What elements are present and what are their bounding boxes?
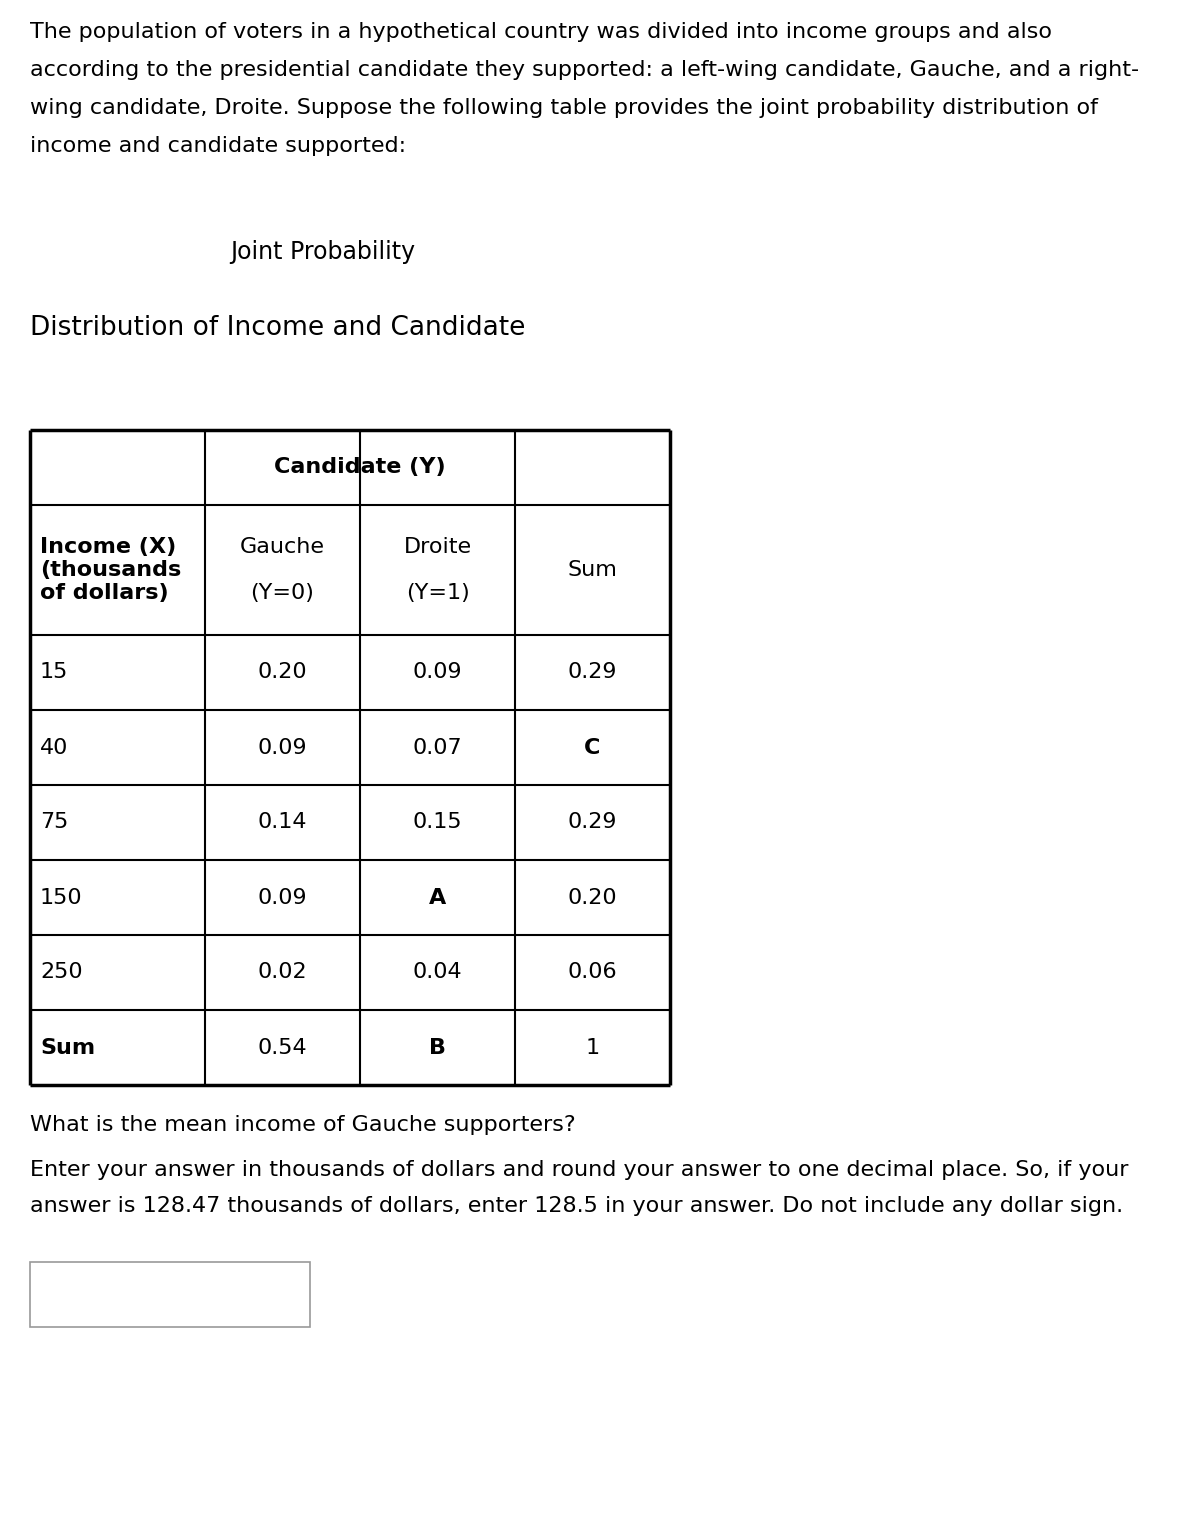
- Text: wing candidate, Droite. Suppose the following table provides the joint probabili: wing candidate, Droite. Suppose the foll…: [30, 98, 1098, 118]
- Text: 0.14: 0.14: [258, 812, 307, 833]
- Text: 150: 150: [40, 888, 83, 908]
- Text: 0.20: 0.20: [258, 662, 307, 682]
- Text: answer is 128.47 thousands of dollars, enter 128.5 in your answer. Do not includ: answer is 128.47 thousands of dollars, e…: [30, 1196, 1123, 1216]
- Text: 250: 250: [40, 963, 83, 983]
- Bar: [30, 1262, 310, 1328]
- Text: Enter your answer in thousands of dollars and round your answer to one decimal p: Enter your answer in thousands of dollar…: [30, 1160, 1128, 1180]
- Text: B: B: [430, 1038, 446, 1058]
- Text: Distribution of Income and Candidate: Distribution of Income and Candidate: [30, 314, 526, 340]
- Text: 0.07: 0.07: [413, 737, 462, 757]
- Text: 0.09: 0.09: [258, 888, 307, 908]
- Text: 0.29: 0.29: [568, 812, 617, 833]
- Text: The population of voters in a hypothetical country was divided into income group: The population of voters in a hypothetic…: [30, 21, 1052, 43]
- Text: 0.54: 0.54: [258, 1038, 307, 1058]
- Text: 40: 40: [40, 737, 68, 757]
- Text: Candidate (Y): Candidate (Y): [274, 458, 446, 478]
- Text: Droite

(Y=1): Droite (Y=1): [403, 537, 472, 603]
- Text: What is the mean income of Gauche supporters?: What is the mean income of Gauche suppor…: [30, 1116, 576, 1135]
- Text: 0.29: 0.29: [568, 662, 617, 682]
- Text: 0.20: 0.20: [568, 888, 617, 908]
- Text: Sum: Sum: [568, 560, 618, 580]
- Text: 0.02: 0.02: [258, 963, 307, 983]
- Text: A: A: [428, 888, 446, 908]
- Text: Joint Probability: Joint Probability: [230, 240, 415, 264]
- Text: 75: 75: [40, 812, 68, 833]
- Text: according to the presidential candidate they supported: a left-wing candidate, G: according to the presidential candidate …: [30, 60, 1139, 79]
- Text: Income (X)
(thousands
of dollars): Income (X) (thousands of dollars): [40, 537, 181, 603]
- Text: 15: 15: [40, 662, 68, 682]
- Text: 0.09: 0.09: [413, 662, 462, 682]
- Text: Sum: Sum: [40, 1038, 95, 1058]
- Text: C: C: [584, 737, 601, 757]
- Text: 0.15: 0.15: [413, 812, 462, 833]
- Text: income and candidate supported:: income and candidate supported:: [30, 136, 406, 156]
- Text: 0.09: 0.09: [258, 737, 307, 757]
- Text: 1: 1: [586, 1038, 600, 1058]
- Text: Gauche

(Y=0): Gauche (Y=0): [240, 537, 325, 603]
- Text: 0.06: 0.06: [568, 963, 617, 983]
- Text: 0.04: 0.04: [413, 963, 462, 983]
